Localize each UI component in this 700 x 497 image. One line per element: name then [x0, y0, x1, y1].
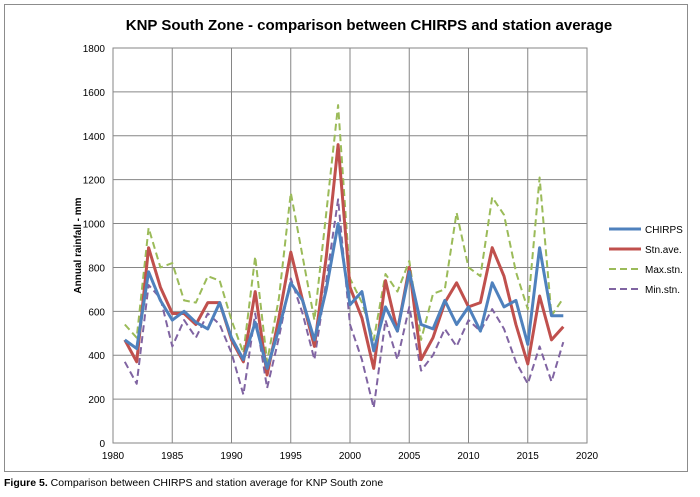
y-tick-label: 0 — [99, 439, 105, 450]
plot-area — [112, 47, 588, 444]
y-tick-label: 400 — [88, 351, 105, 362]
y-tick-label: 600 — [88, 307, 105, 318]
legend-label: Max.stn. — [645, 265, 683, 276]
series-line-stn-ave — [123, 143, 565, 377]
legend: CHIRPS Stn.ave. Max.stn. Min.stn. — [609, 225, 683, 296]
x-tick-label: 1985 — [161, 451, 184, 462]
caption-text: Comparison between CHIRPS and station av… — [47, 477, 384, 489]
line-chart: KNP South Zone - comparison between CHIR… — [73, 17, 683, 462]
y-tick-label: 1400 — [83, 132, 106, 143]
y-axis-label: Annual rainfall - mm — [73, 197, 84, 293]
x-tick-label: 2010 — [457, 451, 480, 462]
y-tick-label: 1600 — [83, 88, 106, 99]
x-tick-label: 2015 — [517, 451, 540, 462]
y-tick-label: 1800 — [83, 44, 106, 55]
series-line-max-stn — [124, 104, 565, 363]
y-axis: 0 200 400 600 800 1000 1200 1400 1600 1800 — [83, 44, 106, 450]
y-tick-label: 200 — [88, 395, 105, 406]
series-line-chirps — [123, 222, 564, 370]
chart-title: KNP South Zone - comparison between CHIR… — [126, 17, 612, 34]
legend-label: Min.stn. — [645, 285, 680, 296]
x-tick-label: 1980 — [102, 451, 125, 462]
legend-label: CHIRPS — [645, 225, 683, 236]
y-tick-label: 800 — [88, 263, 105, 274]
x-axis: 1980 1985 1990 1995 2000 2005 2010 2015 2020 — [102, 451, 599, 462]
y-tick-label: 1200 — [83, 176, 106, 187]
x-tick-label: 2020 — [576, 451, 599, 462]
x-tick-label: 1990 — [220, 451, 243, 462]
chart-frame: KNP South Zone - comparison between CHIR… — [4, 4, 688, 472]
caption-label: Figure 5. — [4, 477, 48, 489]
x-tick-label: 2000 — [339, 451, 362, 462]
x-tick-label: 2005 — [398, 451, 421, 462]
figure-caption: Figure 5. Comparison between CHIRPS and … — [4, 477, 383, 489]
legend-label: Stn.ave. — [645, 245, 682, 256]
grid — [113, 47, 587, 443]
x-tick-label: 1995 — [280, 451, 303, 462]
series-lines — [123, 104, 565, 409]
y-tick-label: 1000 — [83, 220, 106, 231]
